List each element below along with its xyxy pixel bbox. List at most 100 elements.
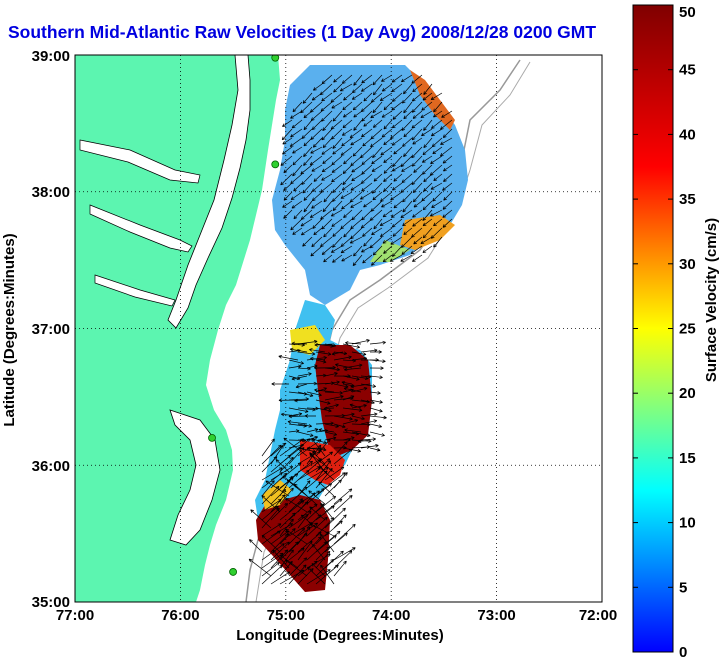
velocity-arrow [391, 119, 403, 129]
velocity-arrow [353, 74, 363, 86]
colorbar-label: Surface Velocity (cm/s) [703, 218, 720, 382]
velocity-arrow [433, 236, 443, 248]
velocity-arrow [423, 119, 433, 131]
velocity-arrow [313, 227, 323, 236]
velocity-arrow [351, 83, 363, 94]
colorbar-tick-label: 40 [679, 126, 696, 143]
velocity-arrow [440, 146, 453, 157]
velocity-arrow [442, 209, 453, 218]
velocity-arrow [303, 146, 313, 157]
velocity-arrow [321, 74, 333, 85]
velocity-arrow [391, 101, 403, 111]
velocity-arrow [290, 218, 303, 231]
x-tick-label: 72:00 [579, 607, 617, 624]
velocity-arrow [333, 560, 347, 577]
velocity-arrow [372, 191, 383, 201]
velocity-arrow [422, 146, 433, 156]
radar-station-marker [271, 160, 280, 169]
velocity-arrow [293, 182, 303, 192]
velocity-arrow [370, 137, 383, 148]
velocity-arrow [370, 110, 383, 119]
velocity-arrow [340, 146, 353, 156]
radar-station-marker [271, 55, 280, 62]
velocity-arrow [400, 209, 413, 219]
velocity-arrow [300, 164, 313, 175]
colorbar: 0 5 10 15 20 25 30 35 40 45 50 Surface Velocity (c… [632, 4, 720, 659]
velocity-arrow [288, 407, 309, 413]
velocity-arrow [412, 191, 423, 203]
velocity-arrow [371, 164, 383, 172]
velocity-arrow [331, 173, 343, 183]
velocity-arrow [363, 200, 373, 208]
velocity-arrow [270, 541, 290, 561]
velocity-arrow [315, 387, 327, 393]
velocity-arrow [412, 218, 423, 227]
velocity-arrow [310, 356, 326, 361]
velocity-arrow [423, 173, 433, 183]
velocity-arrow [288, 486, 308, 505]
x-axis-label: Longitude (Degrees:Minutes) [236, 627, 444, 644]
velocity-arrow [309, 155, 323, 166]
velocity-arrow [383, 164, 393, 174]
velocity-arrow [371, 155, 383, 165]
velocity-arrow [281, 412, 299, 417]
velocity-arrow [351, 431, 371, 437]
velocity-arrow [392, 227, 403, 237]
velocity-arrow [431, 119, 443, 129]
y-axis: 39:00 38:00 37:00 36:00 35:00 Latitude (… [1, 48, 70, 611]
velocity-arrow [315, 438, 331, 457]
velocity-arrow [332, 227, 343, 237]
velocity-arrow [351, 387, 368, 393]
velocity-arrow [314, 343, 335, 347]
velocity-arrow [330, 209, 343, 217]
velocity-arrow [309, 506, 326, 521]
velocity-arrow [315, 359, 327, 364]
velocity-arrow [383, 137, 393, 146]
velocity-arrow [292, 155, 303, 166]
velocity-arrow [249, 539, 263, 553]
velocity-arrow [403, 110, 413, 120]
velocity-arrow [443, 164, 453, 172]
velocity-arrow [261, 467, 283, 481]
velocity-arrow [341, 182, 353, 191]
velocity-arrow [315, 351, 332, 356]
velocity-arrow [315, 495, 337, 513]
velocity-arrow [270, 454, 291, 473]
velocity-arrow [401, 245, 413, 255]
velocity-arrow [282, 119, 293, 127]
velocity-arrow [315, 468, 333, 489]
velocity-arrow [369, 350, 382, 354]
y-tick-label: 38:00 [32, 184, 70, 201]
velocity-arrow [391, 83, 403, 92]
velocity-arrow [289, 137, 303, 147]
velocity-arrow [282, 146, 293, 155]
velocity-arrow [381, 110, 393, 118]
velocity-arrow [321, 164, 333, 173]
velocity-arrow [324, 372, 338, 377]
velocity-arrow [342, 363, 363, 369]
velocity-arrow [360, 419, 378, 425]
velocity-arrow [332, 137, 343, 149]
y-tick-label: 35:00 [32, 594, 70, 611]
velocity-arrow [322, 200, 333, 213]
colorbar-tick-label: 50 [679, 4, 696, 21]
velocity-field-south-patch [256, 495, 330, 592]
velocity-arrow [322, 119, 333, 131]
velocity-arrow [369, 447, 381, 452]
velocity-arrow [248, 558, 272, 577]
velocity-arrow [382, 209, 393, 218]
velocity-arrow [345, 341, 362, 345]
velocity-arrow [282, 475, 299, 489]
velocity-arrow [357, 439, 371, 444]
velocity-arrow [342, 419, 359, 425]
velocity-arrow [312, 83, 323, 91]
velocity-arrow [371, 182, 383, 194]
velocity-arrow [412, 110, 423, 119]
velocity-arrow [297, 439, 322, 457]
velocity-arrow [431, 200, 443, 208]
velocity-arrow [362, 137, 373, 147]
velocity-arrow [315, 399, 331, 405]
velocity-arrow [279, 438, 305, 457]
velocity-arrow [421, 101, 433, 111]
velocity-arrow [361, 182, 373, 192]
